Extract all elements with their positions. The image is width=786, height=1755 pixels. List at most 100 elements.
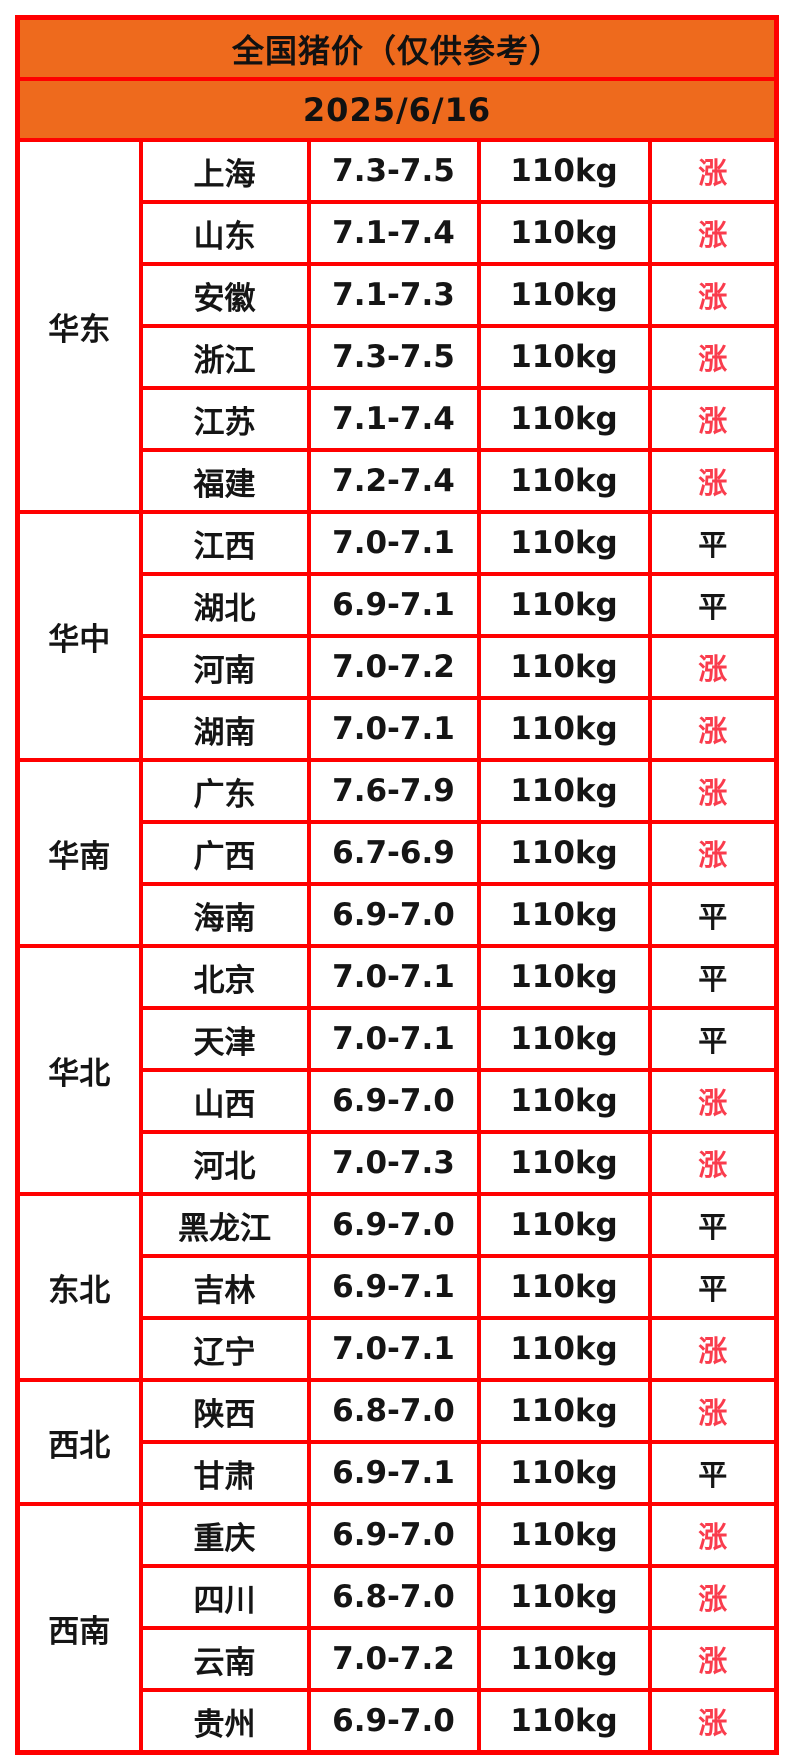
trend-cell: 涨 (647, 448, 779, 514)
province-cell: 福建 (138, 448, 311, 514)
table-row: 四川 6.8-7.0 110kg 涨 (18, 1564, 779, 1630)
weight-cell: 110kg (476, 1316, 652, 1382)
weight-cell: 110kg (476, 882, 652, 948)
price-cell: 7.1-7.3 (306, 262, 481, 328)
weight-cell: 110kg (476, 386, 652, 452)
table-row: 湖南 7.0-7.1 110kg 涨 (18, 696, 779, 762)
province-cell: 贵州 (138, 1688, 311, 1755)
weight-cell: 110kg (476, 634, 652, 700)
price-cell: 6.8-7.0 (306, 1378, 481, 1444)
weight-cell: 110kg (476, 1192, 652, 1258)
trend-cell: 涨 (647, 1316, 779, 1382)
price-cell: 6.9-7.0 (306, 1502, 481, 1568)
price-cell: 7.0-7.1 (306, 1006, 481, 1072)
weight-cell: 110kg (476, 696, 652, 762)
table-row: 华北 北京 7.0-7.1 110kg 平 (15, 944, 779, 1196)
table-row: 华东 上海 7.3-7.5 110kg 涨 (15, 138, 779, 514)
table-row: 西北 陕西 6.8-7.0 110kg 涨 (15, 1378, 779, 1506)
trend-cell: 平 (647, 944, 779, 1010)
province-cell: 云南 (138, 1626, 311, 1692)
trend-cell: 涨 (647, 1378, 779, 1444)
price-cell: 6.9-7.1 (306, 572, 481, 638)
province-cell: 河南 (138, 634, 311, 700)
province-cell: 山西 (138, 1068, 311, 1134)
table-row: 辽宁 7.0-7.1 110kg 涨 (18, 1316, 779, 1382)
province-cell: 江西 (138, 510, 311, 576)
weight-cell: 110kg (476, 820, 652, 886)
table-row: 甘肃 6.9-7.1 110kg 平 (18, 1440, 779, 1506)
table-row: 福建 7.2-7.4 110kg 涨 (18, 448, 779, 514)
trend-cell: 涨 (647, 1502, 779, 1568)
table-row: 西南 重庆 6.9-7.0 110kg 涨 (15, 1502, 779, 1755)
price-cell: 7.0-7.1 (306, 510, 481, 576)
table-row: 安徽 7.1-7.3 110kg 涨 (18, 262, 779, 328)
table-row: 吉林 6.9-7.1 110kg 平 (18, 1254, 779, 1320)
table-row: 云南 7.0-7.2 110kg 涨 (18, 1626, 779, 1692)
page-title: 全国猪价（仅供参考） (15, 15, 779, 81)
trend-cell: 涨 (647, 262, 779, 328)
weight-cell: 110kg (476, 1440, 652, 1506)
province-cell: 浙江 (138, 324, 311, 390)
region-cell-huanan: 华南 (15, 758, 143, 948)
price-cell: 6.9-7.0 (306, 1688, 481, 1755)
table-row: 湖北 6.9-7.1 110kg 平 (18, 572, 779, 638)
price-cell: 7.0-7.2 (306, 634, 481, 700)
trend-cell: 涨 (647, 1564, 779, 1630)
trend-cell: 平 (647, 572, 779, 638)
price-cell: 6.9-7.0 (306, 1068, 481, 1134)
price-cell: 7.0-7.1 (306, 944, 481, 1010)
weight-cell: 110kg (476, 1688, 652, 1755)
table-row: 东北 黑龙江 6.9-7.0 110kg 平 (15, 1192, 779, 1382)
price-cell: 7.6-7.9 (306, 758, 481, 824)
trend-cell: 平 (647, 1192, 779, 1258)
weight-cell: 110kg (476, 1626, 652, 1692)
trend-cell: 涨 (647, 386, 779, 452)
region-cell-huadong: 华东 (15, 138, 143, 514)
trend-cell: 涨 (647, 1626, 779, 1692)
region-cell-huabei: 华北 (15, 944, 143, 1196)
province-cell: 广西 (138, 820, 311, 886)
weight-cell: 110kg (476, 1254, 652, 1320)
weight-cell: 110kg (476, 944, 652, 1010)
province-cell: 河北 (138, 1130, 311, 1196)
weight-cell: 110kg (476, 200, 652, 266)
weight-cell: 110kg (476, 138, 652, 204)
table-row: 天津 7.0-7.1 110kg 平 (18, 1006, 779, 1072)
province-cell: 湖北 (138, 572, 311, 638)
title-row: 全国猪价（仅供参考） (15, 15, 779, 81)
region-cell-xinan: 西南 (15, 1502, 143, 1755)
weight-cell: 110kg (476, 324, 652, 390)
price-cell: 7.0-7.2 (306, 1626, 481, 1692)
price-cell: 7.0-7.1 (306, 1316, 481, 1382)
province-cell: 湖南 (138, 696, 311, 762)
table-row: 山西 6.9-7.0 110kg 涨 (18, 1068, 779, 1134)
trend-cell: 涨 (647, 324, 779, 390)
weight-cell: 110kg (476, 1378, 652, 1444)
price-cell: 7.3-7.5 (306, 138, 481, 204)
trend-cell: 平 (647, 882, 779, 948)
table-row: 海南 6.9-7.0 110kg 平 (18, 882, 779, 948)
province-cell: 四川 (138, 1564, 311, 1630)
table-row: 山东 7.1-7.4 110kg 涨 (18, 200, 779, 266)
weight-cell: 110kg (476, 1130, 652, 1196)
weight-cell: 110kg (476, 572, 652, 638)
province-cell: 广东 (138, 758, 311, 824)
price-cell: 6.9-7.1 (306, 1254, 481, 1320)
province-cell: 陕西 (138, 1378, 311, 1444)
trend-cell: 涨 (647, 1688, 779, 1755)
trend-cell: 平 (647, 1006, 779, 1072)
trend-cell: 平 (647, 510, 779, 576)
trend-cell: 涨 (647, 1068, 779, 1134)
province-cell: 黑龙江 (138, 1192, 311, 1258)
province-cell: 山东 (138, 200, 311, 266)
region-cell-dongbei: 东北 (15, 1192, 143, 1382)
price-cell: 7.1-7.4 (306, 386, 481, 452)
table-row: 浙江 7.3-7.5 110kg 涨 (18, 324, 779, 390)
trend-cell: 涨 (647, 138, 779, 204)
price-cell: 7.2-7.4 (306, 448, 481, 514)
province-cell: 海南 (138, 882, 311, 948)
table-row: 江苏 7.1-7.4 110kg 涨 (18, 386, 779, 452)
weight-cell: 110kg (476, 262, 652, 328)
province-cell: 上海 (138, 138, 311, 204)
province-cell: 吉林 (138, 1254, 311, 1320)
